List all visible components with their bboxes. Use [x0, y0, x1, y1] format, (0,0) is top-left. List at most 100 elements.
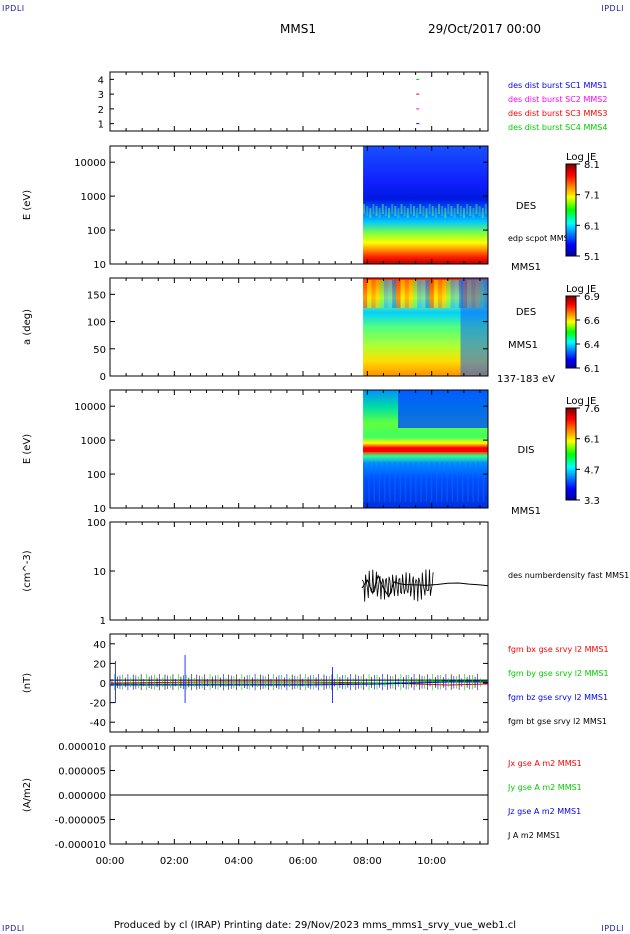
spectrogram-streak	[434, 208, 437, 218]
spectrogram-streak	[456, 204, 459, 214]
dis-streak	[409, 462, 412, 502]
instrument-sublabel: MMS1	[508, 340, 538, 351]
pitch-streak	[442, 280, 447, 308]
panel-frame	[109, 389, 489, 509]
colorbar-tick-label: 6.1	[584, 364, 600, 375]
spectrogram-streak	[441, 206, 444, 216]
colorbar-tick-label: 8.1	[584, 160, 600, 171]
pitch-streak	[400, 280, 405, 308]
x-tick-label: 02:00	[160, 856, 189, 867]
dis-streak	[389, 462, 391, 502]
legend-entry: Jy gse A m2 MMS1	[507, 783, 582, 792]
y-tick-label: 1	[100, 616, 106, 627]
colorbar-title: Log JE	[566, 396, 596, 407]
dis-streak	[415, 462, 417, 502]
y-tick-label: 10000	[74, 402, 106, 413]
y-tick-label: -0.000005	[55, 816, 106, 827]
legend-entry: des dist burst SC4 MMS4	[508, 123, 607, 132]
instrument-label: DES	[516, 307, 536, 318]
y-tick-label: 2	[98, 105, 104, 116]
dis-streak	[451, 462, 454, 502]
y-tick-label: 100	[87, 470, 106, 481]
spectrogram-streak	[422, 206, 425, 216]
colorbar-tick-label: 3.3	[584, 496, 600, 507]
y-tick-label: 1000	[81, 436, 106, 447]
colorbar-title: Log JE	[566, 284, 596, 295]
spectrogram-streak	[391, 204, 394, 214]
instrument-label: DES	[516, 201, 536, 212]
colorbar-tick-label: 6.4	[584, 340, 600, 351]
dis-band	[363, 448, 488, 452]
dis-streak	[399, 462, 402, 502]
y-tick-label: 10	[93, 504, 106, 515]
pitch-streak	[404, 280, 409, 308]
spectrogram-streak	[372, 204, 375, 214]
footer-credits: Produced by cl (IRAP) Printing date: 29/…	[113, 920, 517, 931]
spectrogram-streak	[453, 208, 456, 218]
colorbar-tick-label: 4.7	[584, 465, 600, 476]
spectrogram-streak	[413, 206, 416, 216]
density-line	[361, 574, 489, 598]
spectrogram-streak	[463, 208, 466, 218]
y-axis-label: (nT)	[22, 673, 33, 693]
pitch-streak	[383, 280, 389, 308]
y-tick-label: -0.000010	[55, 840, 106, 851]
spectrogram-streak	[388, 208, 391, 218]
y-tick-label: -20	[90, 699, 106, 710]
legend-entry: Jx gse A m2 MMS1	[507, 759, 582, 768]
pitch-streak	[454, 280, 459, 308]
pitch-streak	[379, 280, 384, 308]
y-tick-label: 50	[93, 345, 106, 356]
dis-streak	[394, 462, 396, 502]
y-tick-label: 40	[93, 640, 106, 651]
spectrogram-streak	[403, 206, 406, 216]
spectrogram-streak	[375, 206, 378, 216]
dis-streak	[472, 462, 474, 502]
dis-streak	[430, 462, 433, 502]
date-title: 29/Oct/2017 00:00	[428, 22, 542, 36]
dis-streak	[420, 462, 422, 502]
dis-streak	[378, 462, 381, 502]
legend-entry: Jz gse A m2 MMS1	[507, 807, 581, 816]
corner-mark-bl: IPDLI	[2, 924, 25, 933]
pitch-streak	[408, 280, 414, 308]
dis-streak	[482, 462, 485, 502]
y-tick-label: 100	[87, 226, 106, 237]
pitch-streak	[413, 280, 418, 308]
dis-block	[398, 390, 488, 428]
y-tick-label: 0.000010	[58, 742, 106, 753]
spectrogram-streak	[466, 204, 469, 214]
panel-frame	[109, 145, 489, 265]
colorbar-tick-label: 6.9	[584, 292, 600, 303]
spectrogram-streak	[425, 208, 428, 218]
dis-streak	[404, 462, 407, 502]
spectrogram-streak	[478, 206, 481, 216]
corner-mark-br: IPDLI	[601, 924, 624, 933]
y-tick-label: -40	[90, 718, 106, 729]
pitch-streak	[363, 280, 368, 308]
colorbar-tick-label: 7.6	[584, 404, 600, 415]
y-tick-label: 10000	[74, 158, 106, 169]
pitch-streak	[367, 280, 372, 308]
y-axis-label: a (deg)	[22, 309, 33, 345]
spectrogram-streak	[438, 204, 441, 214]
legend-entry: J A m2 MMS1	[507, 831, 560, 840]
legend-entry: des dist burst SC3 MMS3	[508, 109, 607, 118]
spectrogram-streak	[428, 204, 431, 214]
pitch-streak	[421, 280, 426, 308]
colorbar	[565, 295, 577, 369]
density-noise	[361, 569, 434, 602]
legend-entry: fgm by gse srvy l2 MMS1	[508, 669, 609, 678]
colorbar-tick-label: 6.1	[584, 221, 600, 232]
pitch-streak	[446, 280, 451, 308]
pitch-streak	[450, 280, 455, 308]
y-axis-label: (A/m2)	[22, 778, 33, 812]
y-axis-label: E (eV)	[22, 190, 33, 220]
pitch-streak	[375, 280, 380, 308]
y-tick-label: 100	[87, 518, 106, 529]
legend-entry: des dist burst SC2 MMS2	[508, 95, 607, 104]
legend-entry: fgm bt gse srvy l2 MMS1	[508, 717, 607, 726]
y-tick-label: 0	[100, 372, 106, 383]
dis-streak	[363, 462, 365, 502]
pitch-streak	[417, 280, 422, 308]
